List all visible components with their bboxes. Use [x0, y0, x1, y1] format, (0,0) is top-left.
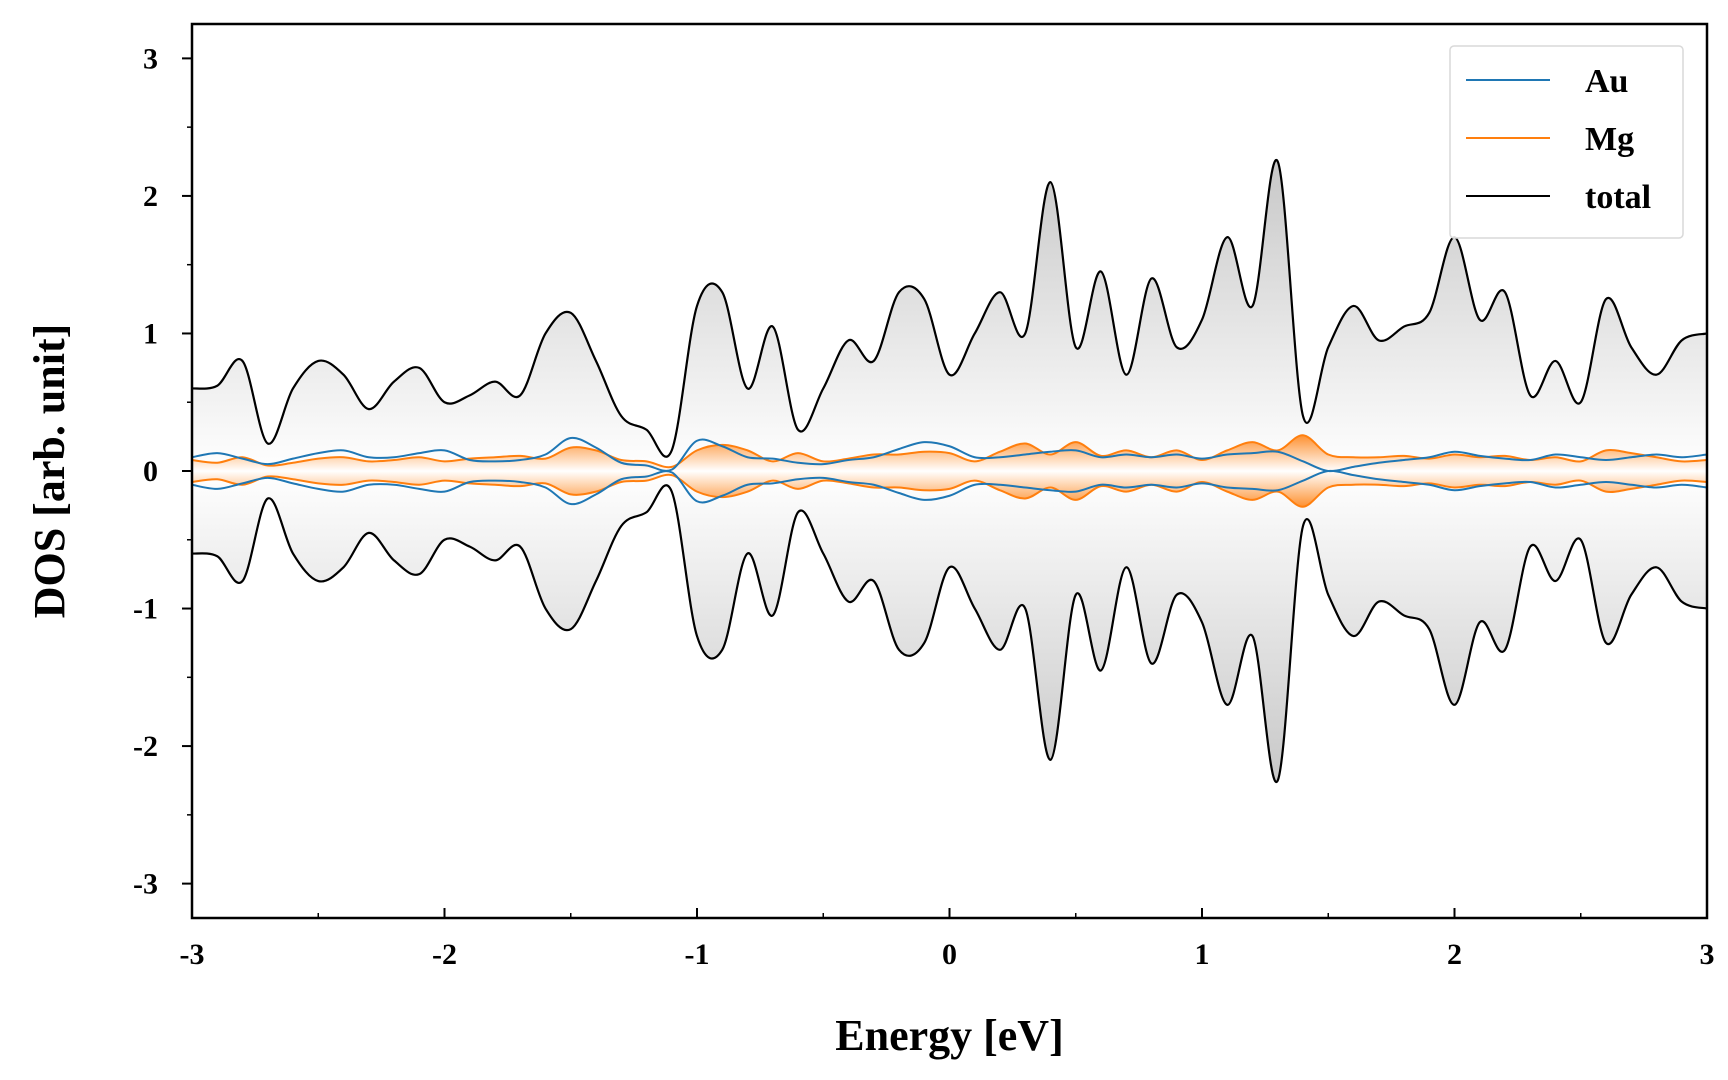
au-line-negative	[192, 469, 1707, 506]
y-tick-label: 3	[143, 42, 158, 75]
plot-area	[192, 158, 1707, 784]
x-tick-label: 2	[1447, 938, 1462, 971]
x-tick-label: -2	[432, 938, 457, 971]
y-axis-title: DOS [arb. unit]	[25, 324, 74, 619]
total-line-negative	[192, 484, 1707, 784]
y-tick-label: -2	[133, 730, 158, 763]
x-tick-label: 0	[942, 938, 957, 971]
x-tick-label: -3	[180, 938, 205, 971]
x-tick-label: -1	[685, 938, 710, 971]
axes: -3 -2 -1 0 1 2 3 3 2 1 0 -1 -2 -3	[133, 42, 1715, 971]
y-tick-label: 2	[143, 180, 158, 213]
mg-fill	[192, 435, 1707, 507]
mg-line-negative	[192, 473, 1707, 508]
y-tick-label: -3	[133, 868, 158, 901]
x-axis-title: Energy [eV]	[835, 1011, 1064, 1060]
legend-box	[1449, 45, 1684, 239]
y-tick-label: 0	[143, 455, 158, 488]
x-tick-label: 1	[1195, 938, 1210, 971]
mg-line-positive	[192, 434, 1707, 469]
legend-label-mg: Mg	[1585, 121, 1634, 158]
legend-label-au: Au	[1585, 63, 1628, 100]
legend-label-total: total	[1585, 179, 1651, 216]
x-tick-label: 3	[1700, 938, 1715, 971]
y-tick-label: -1	[133, 593, 158, 626]
legend: Au Mg total	[1449, 45, 1684, 239]
total-line-positive	[192, 158, 1707, 458]
au-line-positive	[192, 436, 1707, 473]
y-tick-label: 1	[143, 317, 158, 350]
